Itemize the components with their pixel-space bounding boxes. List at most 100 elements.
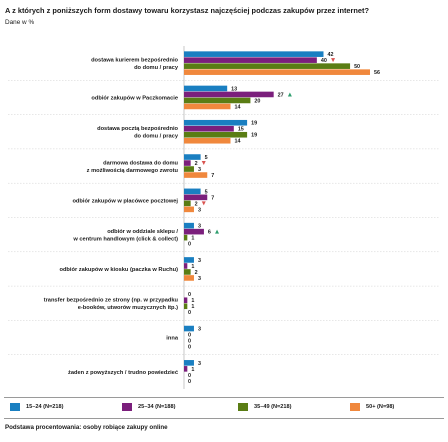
- bar-50-n-98: [184, 137, 231, 144]
- data-label: 2: [195, 161, 198, 167]
- data-label: 1: [191, 298, 194, 304]
- data-label: 56: [374, 70, 380, 76]
- bar-50-n-98: [184, 172, 208, 178]
- category-label: transfer bezpośrednio ze strony (np. w p…: [44, 297, 179, 303]
- category-label: odbiór zakupów w placówce pocztowej: [72, 198, 178, 204]
- data-label: 2: [195, 201, 198, 207]
- data-label: 1: [191, 264, 194, 270]
- legend-item-50-plus: 50+ (N=98): [350, 403, 394, 411]
- data-label: 0: [188, 332, 191, 338]
- category-label: w centrum handlowym (click & collect): [72, 236, 178, 242]
- triangle-down-icon: [331, 58, 336, 63]
- bar-25-34-n-188: [184, 263, 188, 269]
- bar-50-n-98: [184, 103, 231, 110]
- data-label: 0: [188, 242, 191, 248]
- category-label: do domu / pracy: [134, 134, 179, 140]
- bar-15-24-n-218: [184, 188, 201, 195]
- data-label: 7: [211, 195, 214, 201]
- data-label: 2: [195, 270, 198, 276]
- data-label: 15: [238, 127, 244, 133]
- data-label: 27: [278, 92, 284, 98]
- bar-50-n-98: [184, 206, 194, 213]
- data-label: 3: [198, 258, 201, 264]
- legend-swatch-25-34: [122, 403, 132, 411]
- data-label: 0: [188, 310, 191, 316]
- category-label: dostawa pocztą bezpośrednio: [97, 126, 178, 132]
- data-label: 0: [188, 292, 191, 298]
- bar-15-24-n-218: [184, 119, 248, 126]
- chart-legend: 15–24 (N=218) 25–34 (N=188) 35–49 (N=218…: [0, 403, 448, 415]
- legend-label-50-plus: 50+ (N=98): [366, 404, 395, 410]
- triangle-up-icon: [215, 229, 220, 234]
- category-label: e-booków, utworów muzycznych itp.): [78, 305, 178, 311]
- bar-15-24-n-218: [184, 222, 194, 229]
- legend-item-35-49: 35–49 (N=218): [238, 403, 291, 411]
- category-label: odbiór w oddziale sklepu /: [107, 229, 178, 235]
- bar-15-24-n-218: [184, 257, 194, 263]
- bar-35-49-n-218: [184, 234, 188, 241]
- bar-35-49-n-218: [184, 166, 194, 172]
- legend-top-divider: [4, 397, 444, 398]
- chart-title: A z których z poniższych form dostawy to…: [5, 6, 370, 15]
- bar-50-n-98: [184, 69, 370, 75]
- bar-25-34-n-188: [184, 366, 188, 372]
- data-label: 0: [188, 379, 191, 385]
- data-label: 0: [188, 373, 191, 379]
- bar-chart: dostawa kurierem bezpośrednio do domu / p…: [8, 46, 440, 389]
- triangle-down-icon: [201, 161, 206, 166]
- data-label: 3: [198, 326, 201, 332]
- legend-label-25-34: 25–34 (N=188): [138, 404, 176, 410]
- bar-15-24-n-218: [184, 360, 194, 366]
- legend-item-25-34: 25–34 (N=188): [122, 403, 175, 411]
- bar-35-49-n-218: [184, 200, 191, 207]
- data-label: 5: [205, 155, 208, 161]
- data-label: 1: [191, 236, 194, 242]
- bar-25-34-n-188: [184, 91, 274, 98]
- legend-swatch-15-24: [10, 403, 20, 411]
- data-label: 3: [198, 207, 201, 213]
- bar-35-49-n-218: [184, 131, 248, 138]
- bar-25-34-n-188: [184, 125, 234, 132]
- data-label: 7: [211, 173, 214, 179]
- legend-bottom-divider: [4, 418, 444, 419]
- category-label: z możliwością darmowego zwrotu: [87, 168, 179, 174]
- data-label: 19: [251, 121, 257, 127]
- data-label: 20: [254, 98, 260, 104]
- bar-25-34-n-188: [184, 194, 208, 201]
- bar-35-49-n-218: [184, 269, 191, 275]
- chart-subtitle: Dane w %: [5, 19, 35, 26]
- legend-label-15-24: 15–24 (N=218): [26, 404, 64, 410]
- legend-item-15-24: 15–24 (N=218): [10, 403, 63, 411]
- category-label: odbiór zakupów w Paczkomacie: [91, 95, 178, 101]
- base-note: Podstawa procentowania: osoby robiące za…: [5, 424, 168, 431]
- triangle-down-icon: [201, 201, 206, 206]
- data-label: 13: [231, 86, 237, 92]
- data-label: 19: [251, 133, 257, 139]
- data-label: 14: [235, 104, 241, 110]
- data-label: 14: [235, 139, 241, 145]
- bar-25-34-n-188: [184, 228, 204, 235]
- category-label: darmowa dostawa do domu: [103, 160, 178, 166]
- data-label: 40: [321, 58, 327, 64]
- category-label: dostawa kurierem bezpośrednio: [91, 57, 178, 63]
- bar-35-49-n-218: [184, 97, 251, 104]
- data-label: 1: [191, 367, 194, 373]
- data-label: 6: [208, 230, 211, 236]
- data-label: 50: [354, 64, 360, 70]
- category-label: inna: [166, 336, 179, 342]
- data-label: 0: [188, 344, 191, 350]
- bar-35-49-n-218: [184, 303, 188, 310]
- data-label: 3: [198, 276, 201, 282]
- data-label: 3: [198, 224, 201, 230]
- bar-25-34-n-188: [184, 297, 188, 304]
- data-label: 3: [198, 167, 201, 173]
- bar-50-n-98: [184, 275, 194, 281]
- bar-15-24-n-218: [184, 51, 324, 57]
- bar-35-49-n-218: [184, 63, 351, 69]
- category-label: żaden z powyższych / trudno powiedzieć: [68, 370, 178, 376]
- category-label: odbiór zakupów w kiosku (paczka w Ruchu): [59, 267, 178, 273]
- data-label: 3: [198, 361, 201, 367]
- bar-25-34-n-188: [184, 160, 191, 166]
- legend-swatch-35-49: [238, 403, 248, 411]
- legend-label-35-49: 35–49 (N=218): [254, 404, 292, 410]
